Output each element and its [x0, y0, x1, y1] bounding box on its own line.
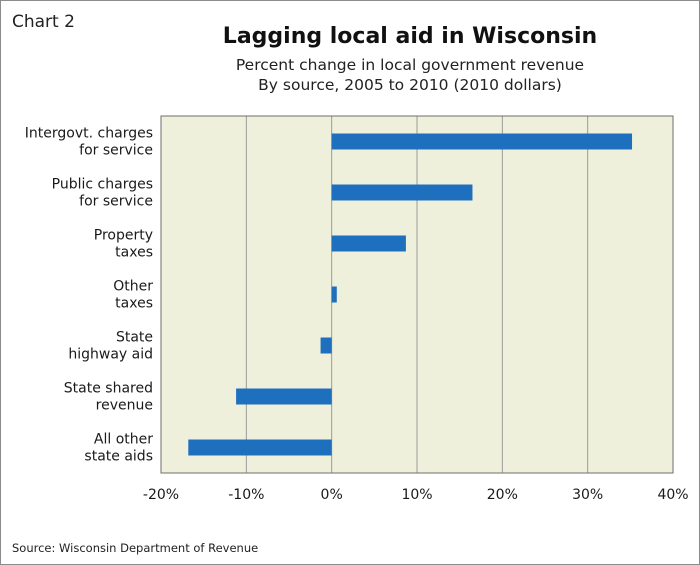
- category-label-4-line-0: State: [116, 330, 153, 346]
- category-label-3-line-0: Other: [113, 279, 153, 295]
- chart-subtitle: Percent change in local government reven…: [160, 55, 660, 95]
- x-tick-label-6: 40%: [657, 487, 688, 503]
- bar-4: [320, 337, 332, 354]
- x-tick-label-2: 0%: [321, 487, 343, 503]
- source-note: Source: Wisconsin Department of Revenue: [12, 541, 259, 555]
- bar-6: [188, 439, 332, 456]
- category-label-5-line-1: revenue: [96, 398, 153, 414]
- bar-0: [331, 133, 633, 150]
- category-label-5-line-0: State shared: [64, 381, 153, 397]
- category-label-3: Other taxes: [113, 279, 153, 312]
- category-label-1-line-1: for service: [79, 194, 153, 210]
- x-tick-label-0: -20%: [143, 487, 179, 503]
- x-tick-label-3: 10%: [401, 487, 432, 503]
- bar-2: [331, 235, 406, 252]
- category-label-0-line-1: for service: [79, 143, 153, 159]
- category-label-1: Public charges for service: [52, 177, 153, 210]
- category-label-2: Property taxes: [94, 228, 153, 261]
- category-label-4-line-1: highway aid: [68, 347, 153, 363]
- category-label-6-line-0: All other: [94, 432, 153, 448]
- subtitle-line-2: By source, 2005 to 2010 (2010 dollars): [258, 76, 562, 94]
- chart-number: Chart 2: [12, 12, 75, 32]
- category-label-4: State highway aid: [68, 330, 153, 363]
- bar-1: [331, 184, 473, 201]
- category-label-1-line-0: Public charges: [52, 177, 153, 193]
- category-label-5: State shared revenue: [64, 381, 153, 414]
- bar-5: [236, 388, 332, 405]
- category-label-0: Intergovt. charges for service: [25, 126, 153, 159]
- x-tick-label-4: 20%: [487, 487, 518, 503]
- category-label-2-line-1: taxes: [115, 245, 153, 261]
- x-tick-label-1: -10%: [228, 487, 264, 503]
- category-label-6-line-1: state aids: [84, 449, 153, 465]
- chart-title: Lagging local aid in Wisconsin: [222, 24, 598, 49]
- x-tick-label-5: 30%: [572, 487, 603, 503]
- category-label-0-line-0: Intergovt. charges: [25, 126, 153, 142]
- category-label-6: All other state aids: [84, 432, 153, 465]
- category-label-3-line-1: taxes: [115, 296, 153, 312]
- plot-border: [160, 115, 674, 474]
- subtitle-line-1: Percent change in local government reven…: [235, 56, 585, 74]
- category-label-2-line-0: Property: [94, 228, 153, 244]
- bar-3: [331, 286, 337, 303]
